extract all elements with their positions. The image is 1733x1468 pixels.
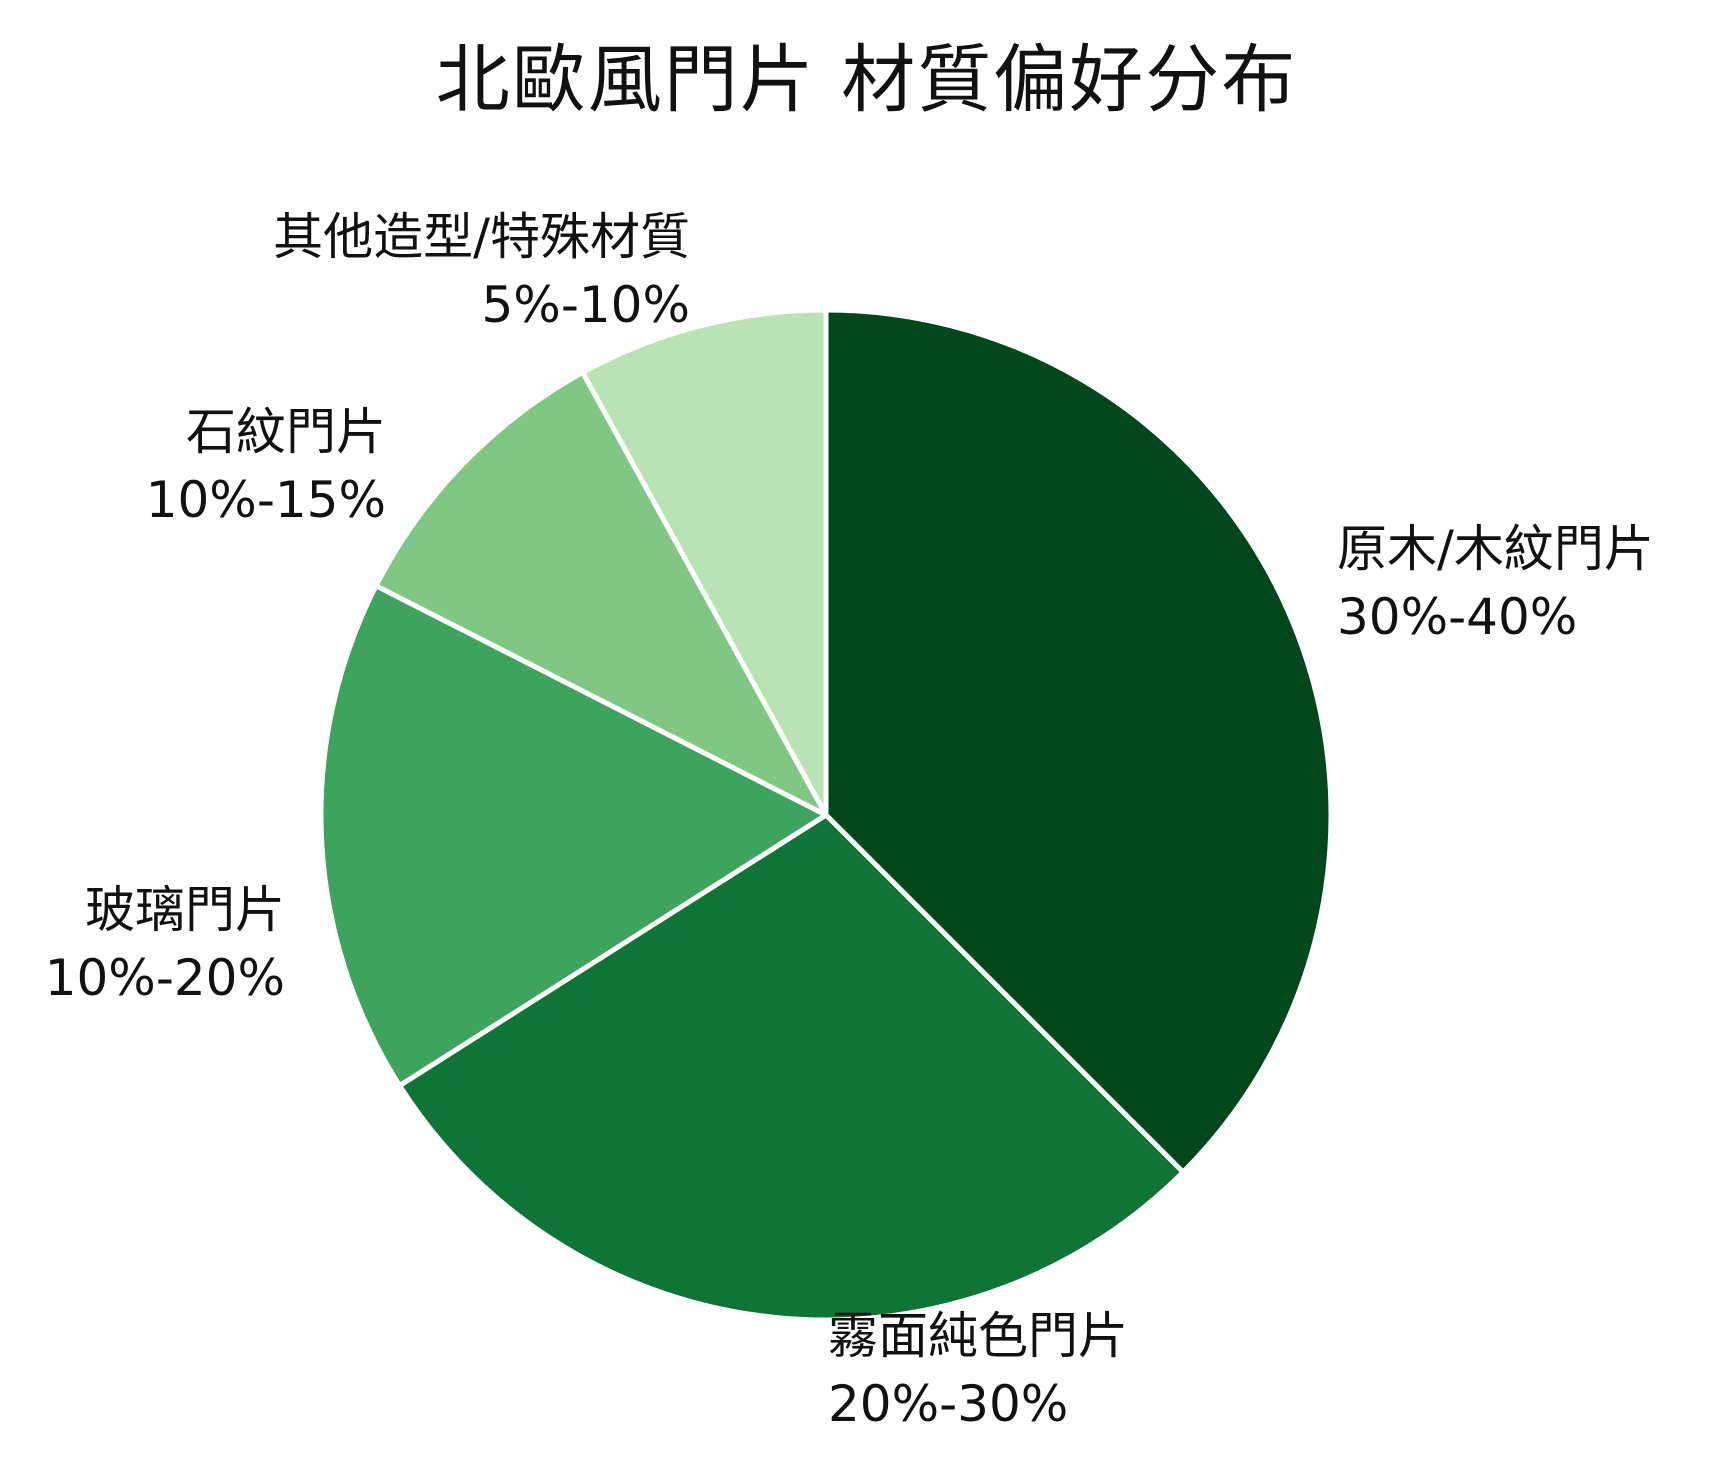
pie-slice-3: [318, 583, 829, 1089]
pie-slice-4: [373, 369, 829, 818]
pie-slices: [318, 307, 1334, 1323]
slice-label-name: 其他造型/特殊材質: [273, 208, 690, 266]
slice-label-range: 10%-15%: [145, 471, 386, 529]
chart-title: 北歐風門片 材質偏好分布: [435, 37, 1298, 123]
slice-label-range: 10%-20%: [44, 949, 285, 1007]
slice-label-name: 霧面純色門片: [828, 1307, 1128, 1365]
slice-label-range: 20%-30%: [828, 1375, 1069, 1433]
slice-label-name: 玻璃門片: [85, 881, 285, 939]
slice-label-range: 30%-40%: [1337, 588, 1578, 646]
pie-slice-2: [397, 812, 1186, 1323]
slice-label-5: 其他造型/特殊材質 5%-10%: [273, 203, 690, 339]
pie-slice-1: [823, 307, 1334, 1175]
slice-label-2: 霧面純色門片 20%-30%: [828, 1302, 1128, 1438]
slice-label-range: 5%-10%: [481, 276, 691, 334]
slice-label-name: 石紋門片: [186, 403, 386, 461]
slice-label-3: 玻璃門片 10%-20%: [45, 876, 285, 1012]
pie-slice-5: [580, 307, 829, 818]
slice-label-4: 石紋門片 10%-15%: [146, 398, 386, 534]
slice-label-1: 原木/木紋門片 30%-40%: [1337, 515, 1654, 651]
slice-label-name: 原木/木紋門片: [1337, 520, 1654, 578]
